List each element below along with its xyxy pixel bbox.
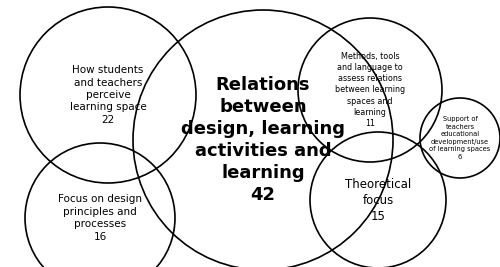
Text: Methods, tools
and language to
assess relations
between learning
spaces and
lear: Methods, tools and language to assess re… — [335, 52, 405, 128]
Text: How students
and teachers
perceive
learning space
22: How students and teachers perceive learn… — [70, 65, 146, 125]
Text: Focus on design
principles and
processes
16: Focus on design principles and processes… — [58, 194, 142, 242]
Text: Theoretical
focus
15: Theoretical focus 15 — [345, 178, 411, 222]
Text: Support of
teachers
educational
development/use
of learning spaces
6: Support of teachers educational developm… — [430, 116, 490, 160]
Text: Relations
between
design, learning
activities and
learning
42: Relations between design, learning activ… — [181, 76, 345, 205]
